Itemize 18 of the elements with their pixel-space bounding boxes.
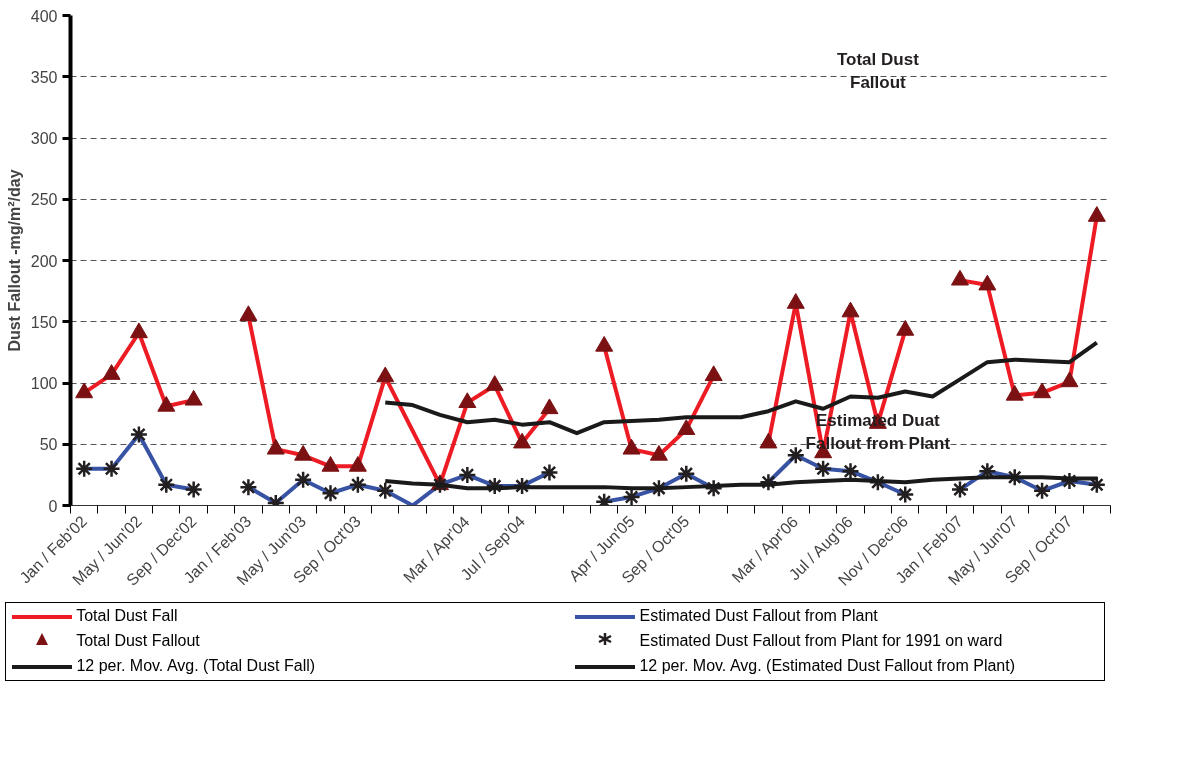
y-tick-label: 400 bbox=[30, 7, 58, 25]
line-series bbox=[383, 340, 1099, 436]
y-tick-label: 100 bbox=[30, 375, 58, 392]
legend-label: 12 per. Mov. Avg. (Total Dust Fall) bbox=[76, 657, 316, 675]
annotation: Total Dust Fallout bbox=[836, 49, 920, 92]
y-tick-label: 250 bbox=[30, 191, 58, 209]
legend-label: Estimated Dust Fallout from Plant for 1991 on ward bbox=[639, 631, 1003, 649]
y-tick-label: 300 bbox=[30, 130, 58, 147]
legend-label: Total Dust Fall bbox=[76, 607, 178, 624]
y-tick-label: 200 bbox=[30, 252, 58, 270]
y-tick-label: 150 bbox=[30, 313, 58, 331]
legend-label: Estimated Dust Fallout from Plant bbox=[639, 607, 878, 624]
y-tick-label: 0 bbox=[48, 497, 58, 515]
legend-label: Total Dust Fallout bbox=[76, 631, 200, 649]
y-tick-label: 350 bbox=[30, 68, 58, 86]
y-tick-label: 50 bbox=[39, 436, 58, 454]
legend-label: 12 per. Mov. Avg. (Estimated Dust Fallout from Plant) bbox=[639, 657, 1016, 675]
y-axis-title: Dust Fallout -mg/m²/day bbox=[5, 169, 23, 352]
